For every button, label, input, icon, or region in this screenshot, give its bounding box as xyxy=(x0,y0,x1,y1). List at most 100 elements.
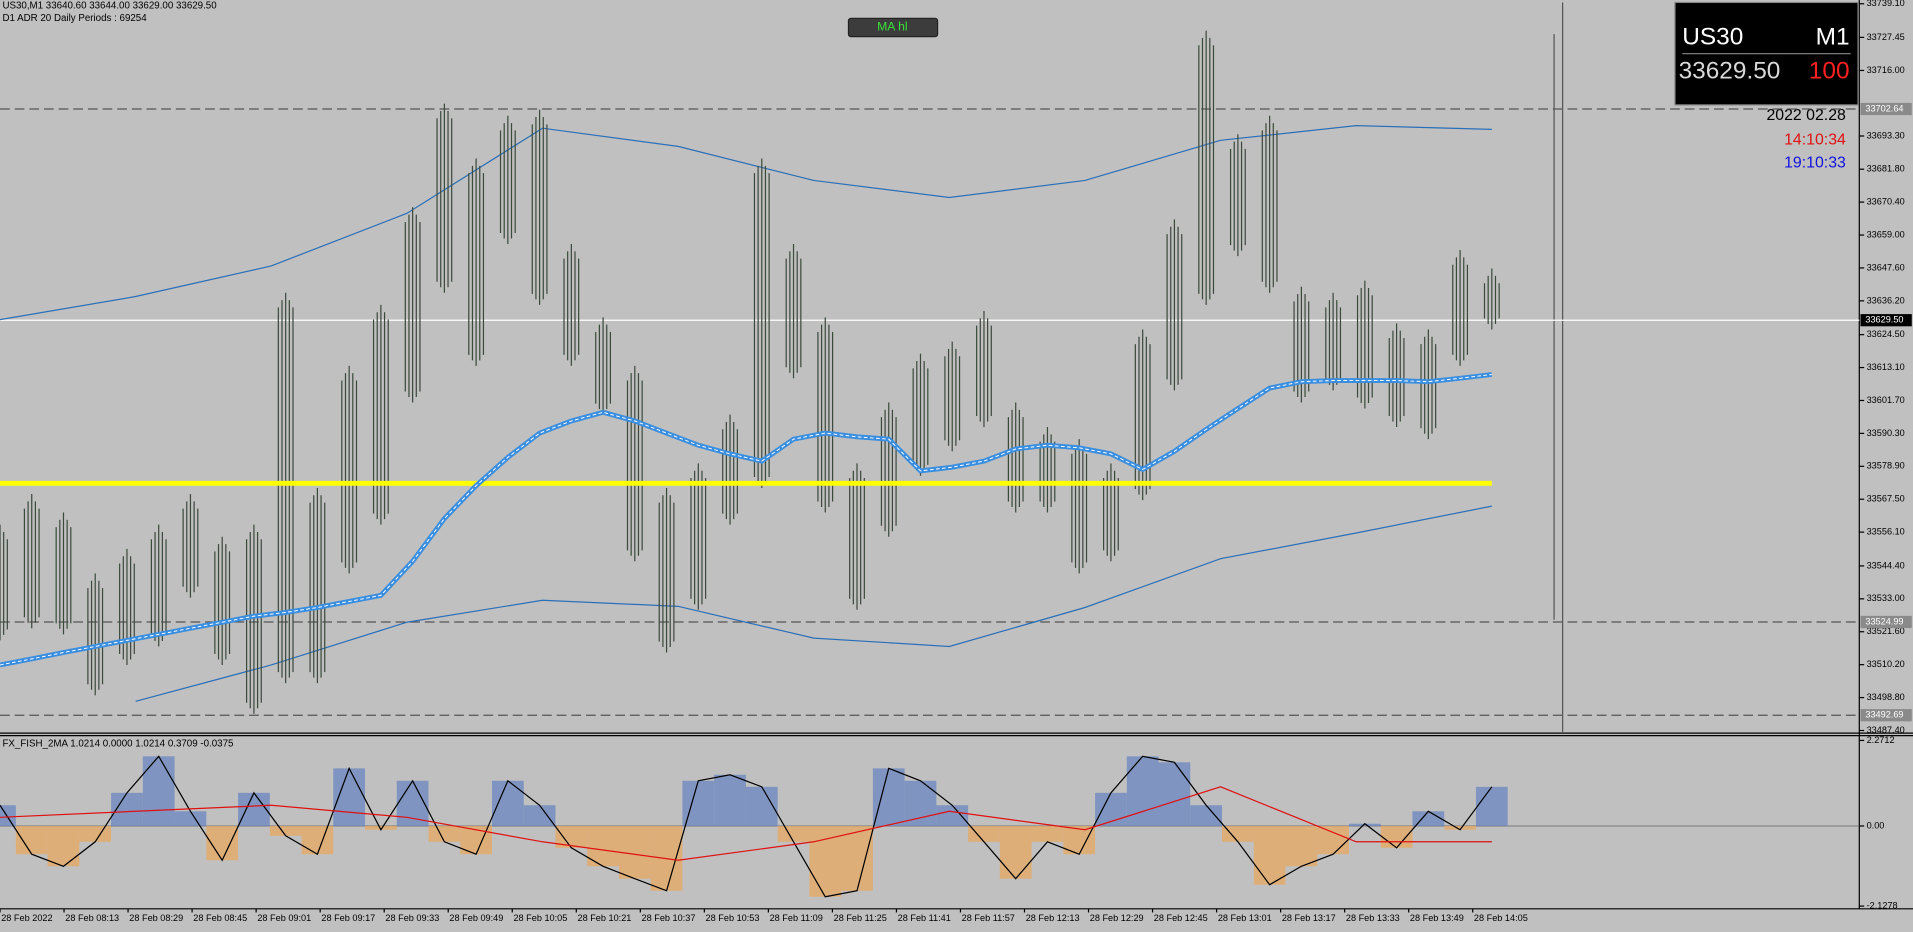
histogram-bar xyxy=(714,774,746,826)
y-tick-label: 33613.10 xyxy=(1867,362,1905,372)
x-tick-label: 28 Feb 2022 xyxy=(1,913,52,923)
histogram-bar xyxy=(872,768,905,826)
x-tick-label: 28 Feb 08:45 xyxy=(193,913,247,923)
price-label-box xyxy=(1860,709,1912,722)
y-tick-label: 33739.10 xyxy=(1867,0,1905,8)
info-price: 33629.50 xyxy=(1679,57,1781,84)
info-time-local: 14:10:34 xyxy=(1784,131,1846,148)
x-tick-label: 28 Feb 13:49 xyxy=(1410,913,1464,923)
signal-line xyxy=(0,786,1492,861)
y-tick-label: 33533.00 xyxy=(1867,593,1905,603)
histogram-bar xyxy=(1317,825,1349,855)
y-tick-label: 33544.40 xyxy=(1867,560,1905,570)
y-tick-label: 33510.20 xyxy=(1867,659,1905,669)
price-label: 33702.64 xyxy=(1865,103,1903,113)
x-tick-label: 28 Feb 09:33 xyxy=(385,913,439,923)
x-tick-label: 28 Feb 09:49 xyxy=(449,913,503,923)
x-tick-label: 28 Feb 12:29 xyxy=(1090,913,1144,923)
y-tick-label: 33659.00 xyxy=(1867,229,1905,239)
price-label: 33629.50 xyxy=(1865,315,1903,325)
y-tick-label: 33727.45 xyxy=(1867,32,1905,42)
histogram-bar xyxy=(809,825,842,897)
oscillator-chart xyxy=(0,755,1860,898)
histogram-bar xyxy=(1190,805,1223,826)
x-tick-label: 28 Feb 12:13 xyxy=(1026,913,1080,923)
oscillator-title: FX_FISH_2MA 1.0214 0.0000 1.0214 0.3709 … xyxy=(2,739,234,750)
info-spread: 100 xyxy=(1809,57,1850,84)
y-tick-label: 33647.60 xyxy=(1867,262,1905,272)
ma-button[interactable] xyxy=(847,17,939,38)
y-tick-label: 33590.30 xyxy=(1867,428,1905,438)
price-label: 33524.99 xyxy=(1865,616,1903,626)
price-label-box xyxy=(1860,102,1912,116)
histogram-bar xyxy=(428,825,461,842)
histogram-bar xyxy=(1031,825,1064,842)
y-tick-label: 33498.80 xyxy=(1867,692,1905,702)
x-tick-label: 28 Feb 09:01 xyxy=(257,913,311,923)
y-tick-label: 33601.70 xyxy=(1867,395,1905,405)
x-tick-label: 28 Feb 11:41 xyxy=(898,913,951,923)
y-tick-label: 33521.60 xyxy=(1867,626,1905,636)
histogram-bar xyxy=(79,825,112,842)
envelope-band xyxy=(0,124,1492,321)
histogram-bar xyxy=(301,825,334,855)
envelope-band xyxy=(135,505,1492,702)
histogram-bar xyxy=(142,756,175,826)
histogram-bar xyxy=(523,805,556,826)
histogram-bar xyxy=(841,825,873,891)
x-tick-label: 28 Feb 10:21 xyxy=(578,913,632,923)
chart-symbol-line: US30,M1 33640.60 33644.00 33629.00 33629… xyxy=(2,1,217,12)
x-tick-label: 28 Feb 09:17 xyxy=(321,913,375,923)
x-tick-label: 28 Feb 10:53 xyxy=(706,913,760,923)
x-tick-label: 28 Feb 11:09 xyxy=(770,913,823,923)
x-tick-label: 28 Feb 13:33 xyxy=(1346,913,1400,923)
histogram-bar xyxy=(904,780,937,826)
histogram-bar xyxy=(1285,825,1318,867)
histogram-bar xyxy=(1380,825,1413,848)
histogram-bar xyxy=(968,825,1000,842)
histogram-bar xyxy=(1444,825,1476,830)
y-tick-label: 33716.00 xyxy=(1867,65,1905,75)
histogram-bar xyxy=(555,825,588,848)
info-time-server: 19:10:33 xyxy=(1784,155,1846,172)
histogram-bar xyxy=(936,805,969,826)
y-tick-label: 0.00 xyxy=(1867,820,1885,830)
y-tick-label: -2.1278 xyxy=(1867,901,1898,911)
histogram-bar xyxy=(1158,762,1191,826)
moving-average-core xyxy=(0,374,1492,666)
y-tick-label: 33670.40 xyxy=(1867,197,1905,207)
y-tick-label: 33624.50 xyxy=(1867,329,1905,339)
price-label: 33492.69 xyxy=(1865,710,1903,720)
x-tick-label: 28 Feb 13:01 xyxy=(1218,913,1272,923)
histogram-bar xyxy=(269,825,302,836)
price-label-box xyxy=(1860,314,1912,327)
y-tick-label: 33556.10 xyxy=(1867,527,1905,537)
y-tick-label: 2.2712 xyxy=(1867,735,1895,745)
x-tick-label: 28 Feb 11:25 xyxy=(834,913,887,923)
fisher-line xyxy=(0,755,1493,898)
histogram-bar xyxy=(365,825,397,830)
adr-line: D1 ADR 20 Daily Periods : 69254 xyxy=(2,13,147,24)
x-tick-label: 28 Feb 08:29 xyxy=(129,913,183,923)
histogram-bar xyxy=(238,792,270,826)
info-timeframe: M1 xyxy=(1816,23,1850,50)
histogram-bar xyxy=(1222,825,1254,842)
histogram-bar xyxy=(491,780,524,826)
x-tick-label: 28 Feb 13:17 xyxy=(1282,913,1336,923)
info-symbol: US30 xyxy=(1682,23,1743,50)
y-tick-label: 33693.30 xyxy=(1867,130,1905,140)
y-tick-label: 33578.90 xyxy=(1867,461,1905,471)
histogram-bar xyxy=(777,825,810,842)
price-chart xyxy=(0,30,1860,716)
histogram-bar xyxy=(1253,825,1286,885)
x-tick-label: 28 Feb 10:37 xyxy=(642,913,696,923)
histogram-bar xyxy=(999,825,1032,879)
ma-button-label[interactable]: MA hl xyxy=(877,20,907,34)
y-tick-label: 33567.50 xyxy=(1867,494,1905,504)
histogram-bar xyxy=(1348,823,1381,826)
x-tick-label: 28 Feb 11:57 xyxy=(962,913,1015,923)
x-tick-label: 28 Feb 08:13 xyxy=(65,913,119,923)
info-date: 2022 02.28 xyxy=(1766,107,1846,124)
